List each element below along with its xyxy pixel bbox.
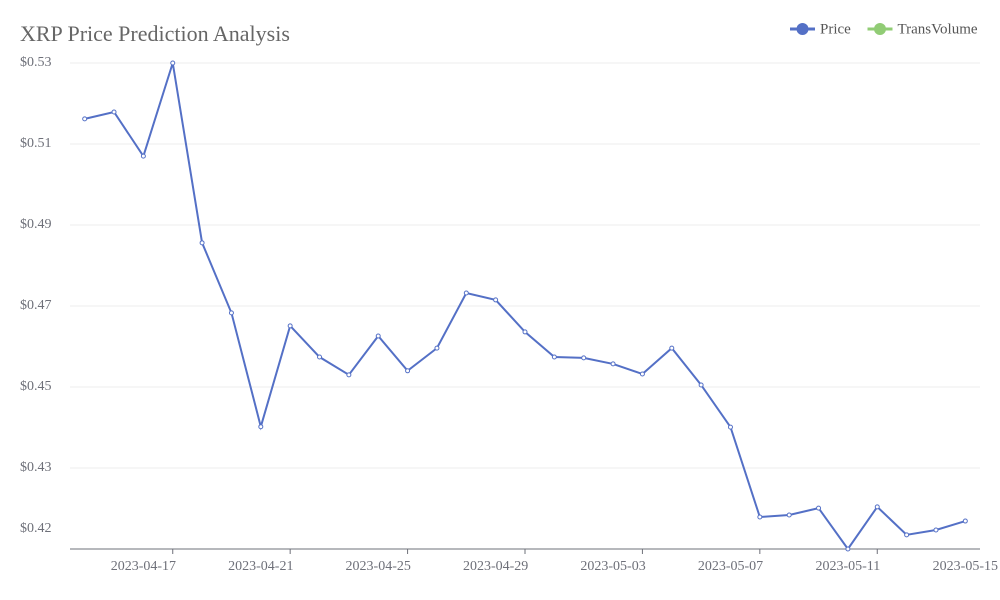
point	[463, 290, 469, 296]
point	[493, 297, 499, 303]
y-tick-label: $0.51	[20, 136, 52, 151]
point	[346, 372, 352, 378]
point	[287, 323, 293, 329]
point	[140, 153, 146, 159]
point	[170, 60, 176, 66]
point	[962, 518, 968, 524]
y-tick-label: $0.49	[20, 217, 52, 232]
point	[522, 329, 528, 335]
y-tick-label: $0.43	[20, 460, 52, 475]
point	[551, 354, 557, 360]
point	[874, 504, 880, 510]
point	[375, 333, 381, 339]
point	[199, 240, 205, 246]
point	[698, 382, 704, 388]
point	[933, 527, 939, 533]
point	[228, 310, 234, 316]
legend-swatch-dot	[874, 23, 886, 35]
x-tick-label: 2023-04-29	[463, 559, 528, 574]
point	[727, 424, 733, 430]
point	[82, 116, 88, 122]
point	[816, 505, 822, 511]
x-tick-label: 2023-05-03	[580, 559, 645, 574]
x-tick-label: 2023-04-17	[111, 559, 176, 574]
point	[581, 355, 587, 361]
y-tick-label: $0.45	[20, 379, 52, 394]
legend: Price TransVolume	[790, 21, 978, 37]
x-tick-label: 2023-04-25	[346, 559, 411, 574]
point	[317, 354, 323, 360]
point	[639, 371, 645, 377]
point	[669, 345, 675, 351]
chart-title: XRP Price Prediction Analysis	[20, 21, 290, 46]
y-tick-label: $0.47	[20, 298, 52, 313]
x-tick-label: 2023-05-11	[815, 559, 880, 574]
x-tick-label: 2023-04-21	[228, 559, 293, 574]
y-tick-label: $0.53	[20, 55, 52, 70]
x-tick-label: 2023-05-15	[933, 559, 998, 574]
point	[111, 109, 117, 115]
y-tick-label: $0.42	[20, 521, 52, 536]
point	[786, 512, 792, 518]
x-tick-label: 2023-05-07	[698, 559, 763, 574]
point	[405, 368, 411, 374]
point	[434, 345, 440, 351]
legend-swatch-dot	[796, 23, 809, 35]
point	[757, 514, 763, 520]
point	[258, 424, 264, 430]
legend-label: Price	[820, 21, 851, 37]
point	[610, 361, 616, 367]
point	[904, 532, 910, 538]
legend-label: TransVolume	[898, 21, 978, 37]
point	[845, 546, 851, 552]
